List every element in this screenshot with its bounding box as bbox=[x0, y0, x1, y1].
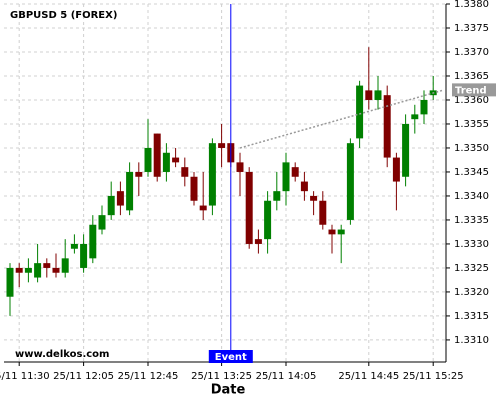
candle-body bbox=[383, 95, 391, 158]
y-tick-label: 1.3310 bbox=[454, 335, 489, 346]
candle-body bbox=[61, 258, 69, 273]
y-tick-label: 1.3375 bbox=[454, 23, 489, 34]
candle-body bbox=[218, 143, 226, 148]
x-tick-label: 25/11 12:45 bbox=[118, 371, 179, 382]
candle-body bbox=[190, 176, 198, 201]
y-tick-label: 1.3355 bbox=[454, 119, 489, 130]
candle-body bbox=[291, 167, 299, 177]
candle-body bbox=[374, 90, 382, 100]
y-tick-label: 1.3350 bbox=[454, 143, 489, 154]
candle-body bbox=[43, 263, 51, 268]
x-axis-title: Date bbox=[211, 383, 246, 398]
x-tick-label: 25/11 12:05 bbox=[53, 371, 114, 382]
candle-body bbox=[273, 191, 281, 201]
candle-body bbox=[199, 205, 207, 211]
candle-body bbox=[365, 90, 373, 100]
y-tick-label: 1.3360 bbox=[454, 95, 489, 106]
candle-body bbox=[392, 157, 400, 182]
candle-body bbox=[80, 243, 88, 268]
candle-body bbox=[52, 267, 60, 273]
event-label-box bbox=[208, 350, 253, 363]
candle-body bbox=[264, 200, 272, 240]
x-tick-label: 25/11 15:25 bbox=[403, 371, 464, 382]
y-tick-label: 1.3325 bbox=[454, 263, 489, 274]
y-tick-label: 1.3370 bbox=[454, 47, 489, 58]
candle-body bbox=[236, 162, 244, 172]
x-tick-label: 25/11 14:45 bbox=[338, 371, 399, 382]
candle-body bbox=[70, 243, 78, 249]
trend-label-box bbox=[452, 83, 496, 97]
candle-body bbox=[126, 171, 134, 211]
y-tick-label: 1.3330 bbox=[454, 239, 489, 250]
candle-body bbox=[144, 147, 152, 172]
candle-body bbox=[411, 114, 419, 120]
y-tick-label: 1.3345 bbox=[454, 167, 489, 178]
candle-body bbox=[282, 162, 290, 192]
candle-body bbox=[402, 123, 410, 177]
trend-label: Trend bbox=[455, 85, 487, 96]
candle-body bbox=[245, 171, 253, 244]
candle-body bbox=[310, 195, 318, 201]
candle-body bbox=[162, 152, 170, 172]
candle-body bbox=[6, 267, 14, 297]
event-label: Event bbox=[215, 352, 247, 363]
y-tick-label: 1.3335 bbox=[454, 215, 489, 226]
candle-body bbox=[153, 133, 161, 177]
candle-body bbox=[300, 181, 308, 192]
y-tick-label: 1.3320 bbox=[454, 287, 489, 298]
y-tick-label: 1.3340 bbox=[454, 191, 489, 202]
trend-line bbox=[239, 89, 443, 149]
candle-body bbox=[89, 224, 97, 259]
candle-body bbox=[254, 239, 262, 244]
candle-body bbox=[328, 229, 336, 235]
y-tick-label: 1.3315 bbox=[454, 311, 489, 322]
candle-body bbox=[337, 229, 345, 235]
x-tick-label: 25/11 13:25 bbox=[191, 371, 252, 382]
candle-body bbox=[356, 85, 364, 139]
y-tick-label: 1.3380 bbox=[454, 0, 489, 10]
candle-body bbox=[319, 200, 327, 225]
x-tick-label: 25/11 11:30 bbox=[0, 371, 50, 382]
candle-body bbox=[34, 263, 42, 278]
candle-body bbox=[24, 267, 32, 273]
chart-title: GBPUSD 5 (FOREX) bbox=[10, 10, 117, 21]
candle-body bbox=[98, 215, 106, 230]
candle-body bbox=[172, 157, 180, 163]
candle-body bbox=[116, 191, 124, 206]
candle-body bbox=[181, 167, 189, 177]
candle-body bbox=[135, 171, 143, 177]
watermark: www.delkos.com bbox=[15, 349, 109, 360]
candle-body bbox=[346, 143, 354, 220]
candle-body bbox=[420, 99, 428, 115]
x-tick-label: 25/11 14:05 bbox=[256, 371, 317, 382]
marks bbox=[6, 4, 443, 362]
candle-body bbox=[107, 195, 115, 216]
candle-body bbox=[208, 143, 216, 206]
y-tick-label: 1.3365 bbox=[454, 71, 489, 82]
candle-body bbox=[15, 267, 23, 273]
grid bbox=[4, 3, 446, 362]
